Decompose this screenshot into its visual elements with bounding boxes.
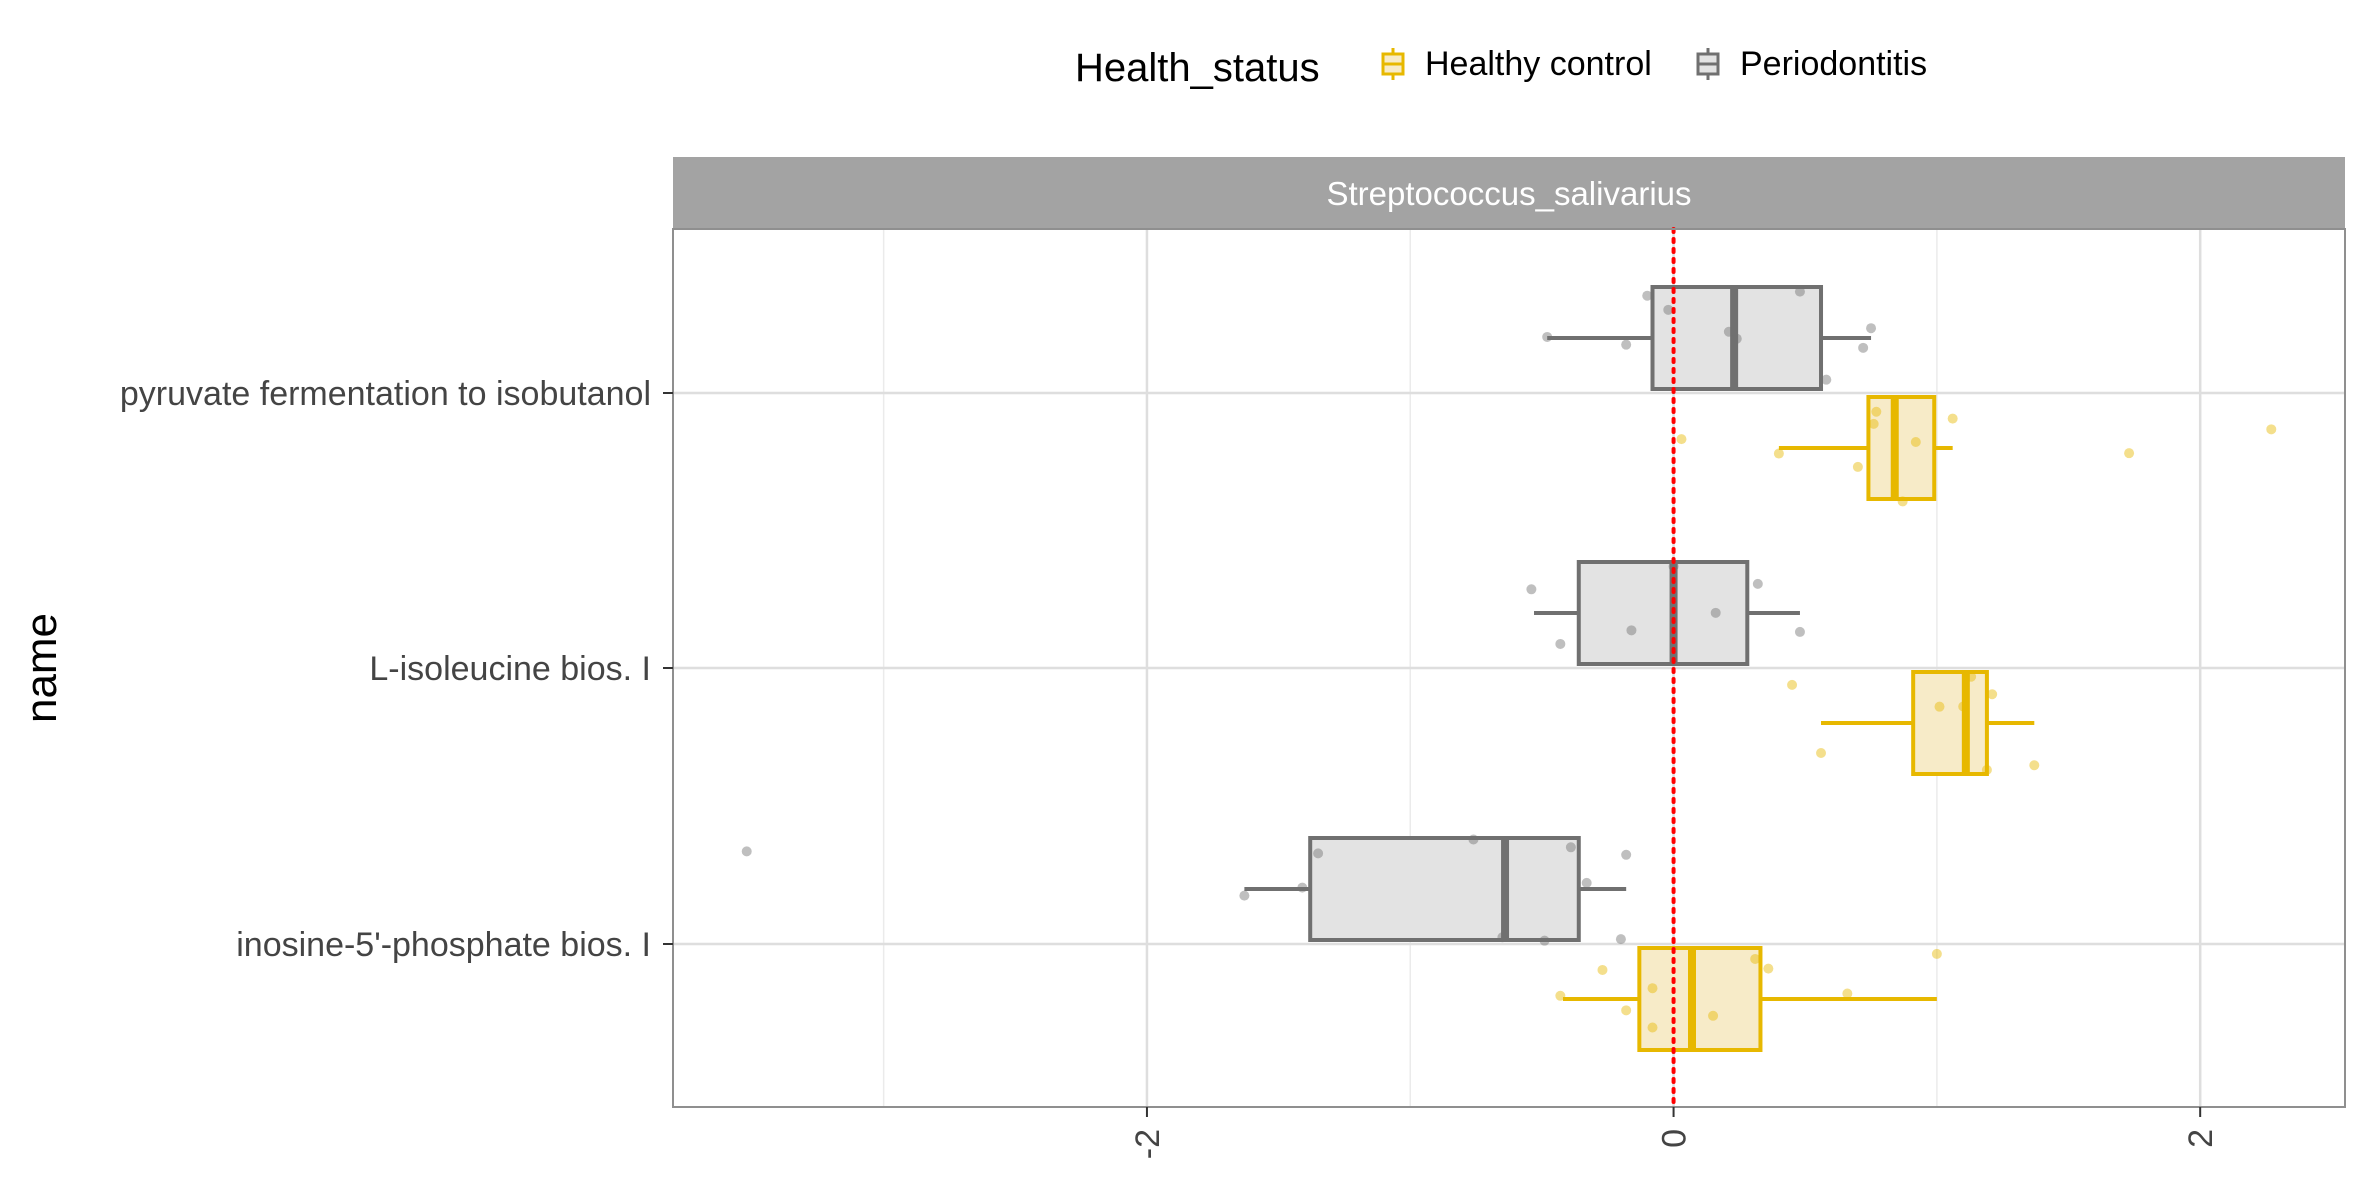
box-periodontitis-inosine-5-phosphate-bios-i: [1244, 836, 1627, 942]
data-point-healthy-control: [1555, 990, 1566, 1001]
facet-strip: [673, 157, 2345, 229]
data-point-periodontitis: [1821, 374, 1832, 385]
data-point-periodontitis: [1794, 286, 1805, 297]
legend-title: Health_status: [1075, 46, 1320, 90]
data-point-healthy-control: [1871, 406, 1882, 417]
data-point-periodontitis: [1497, 932, 1508, 943]
box-body: [1308, 836, 1581, 942]
legend-label-periodontitis: Periodontitis: [1740, 45, 1927, 83]
x-tick-label: -2: [1129, 1129, 1167, 1159]
data-point-periodontitis: [1555, 638, 1566, 649]
data-point-periodontitis: [1526, 584, 1537, 595]
box-periodontitis-pyruvate-fermentation-to-isobutanol: [1547, 285, 1872, 391]
y-tick-label: L-isoleucine bios. I: [369, 650, 651, 688]
data-point-periodontitis: [1239, 890, 1250, 901]
data-point-periodontitis: [1621, 849, 1632, 860]
data-point-periodontitis: [1539, 935, 1550, 946]
data-point-healthy-control: [1750, 953, 1761, 964]
data-point-healthy-control: [1987, 689, 1998, 700]
data-point-periodontitis: [1581, 877, 1592, 888]
data-point-periodontitis: [1642, 290, 1653, 301]
data-point-periodontitis: [1621, 339, 1632, 350]
data-point-healthy-control: [1787, 679, 1798, 690]
x-tick-label: 2: [2182, 1129, 2220, 1148]
data-point-healthy-control: [1842, 988, 1853, 999]
data-point-periodontitis: [1615, 934, 1626, 945]
data-point-healthy-control: [1934, 701, 1945, 712]
data-point-periodontitis: [1626, 625, 1637, 636]
box-body: [1576, 560, 1750, 666]
data-point-healthy-control: [1868, 418, 1879, 429]
y-tick-label: inosine-5'-phosphate bios. I: [236, 926, 651, 964]
data-point-healthy-control: [1897, 496, 1908, 507]
box-healthy-control-pyruvate-fermentation-to-isobutanol: [1778, 395, 1953, 501]
data-point-healthy-control: [1708, 1010, 1719, 1021]
data-point-periodontitis: [1313, 848, 1324, 859]
data-point-healthy-control: [1981, 764, 1992, 775]
data-point-healthy-control: [1647, 983, 1658, 994]
data-point-periodontitis: [1723, 326, 1734, 337]
data-point-periodontitis: [1468, 834, 1479, 845]
data-point-periodontitis: [1663, 304, 1674, 315]
x-tick-label: 0: [1656, 1129, 1694, 1148]
data-point-healthy-control: [2124, 448, 2135, 459]
data-point-healthy-control: [1852, 461, 1863, 472]
data-point-healthy-control: [1647, 1022, 1658, 1033]
data-point-healthy-control: [1966, 671, 1977, 682]
data-point-periodontitis: [1710, 607, 1721, 618]
data-point-periodontitis: [1668, 561, 1679, 572]
data-point-periodontitis: [1542, 331, 1553, 342]
y-axis-title: name: [17, 613, 66, 723]
data-point-healthy-control: [1773, 448, 1784, 459]
data-point-healthy-control: [1763, 963, 1774, 974]
legend-label-healthy-control: Healthy control: [1425, 45, 1652, 83]
box-body: [1866, 395, 1937, 501]
legend-key-healthy-control: [1381, 48, 1405, 80]
box-healthy-control-inosine-5-phosphate-bios-i: [1562, 946, 1937, 1052]
legend-key-periodontitis: [1696, 48, 1720, 80]
data-points: [741, 286, 2277, 1033]
data-point-healthy-control: [1931, 948, 1942, 959]
data-point-periodontitis: [1858, 342, 1869, 353]
data-point-periodontitis: [741, 846, 752, 857]
data-point-healthy-control: [1958, 701, 1969, 712]
data-point-healthy-control: [2266, 424, 2277, 435]
data-point-healthy-control: [1910, 437, 1921, 448]
box-body: [1911, 670, 1989, 776]
data-point-healthy-control: [1597, 964, 1608, 975]
y-tick-label: pyruvate fermentation to isobutanol: [120, 375, 651, 413]
data-point-periodontitis: [1794, 626, 1805, 637]
data-point-healthy-control: [1947, 413, 1958, 424]
data-point-healthy-control: [1676, 434, 1687, 445]
legend: Health_status Healthy control Periodonti…: [1075, 45, 1927, 90]
box-body: [1637, 946, 1763, 1052]
data-point-healthy-control: [1621, 1005, 1632, 1016]
data-point-healthy-control: [2029, 760, 2040, 771]
data-point-periodontitis: [1731, 333, 1742, 344]
data-point-periodontitis: [1297, 882, 1308, 893]
data-point-periodontitis: [1565, 842, 1576, 853]
box-healthy-control-l-isoleucine-bios-i: [1821, 670, 2035, 776]
data-point-healthy-control: [1816, 748, 1827, 759]
data-point-periodontitis: [1866, 323, 1877, 334]
facet-title: Streptococcus_salivarius: [1327, 175, 1692, 212]
data-point-periodontitis: [1752, 578, 1763, 589]
x-axis-labels: -2 0 2: [1129, 1107, 2220, 1159]
y-axis-labels: pyruvate fermentation to isobutanol L-iso…: [120, 375, 673, 964]
